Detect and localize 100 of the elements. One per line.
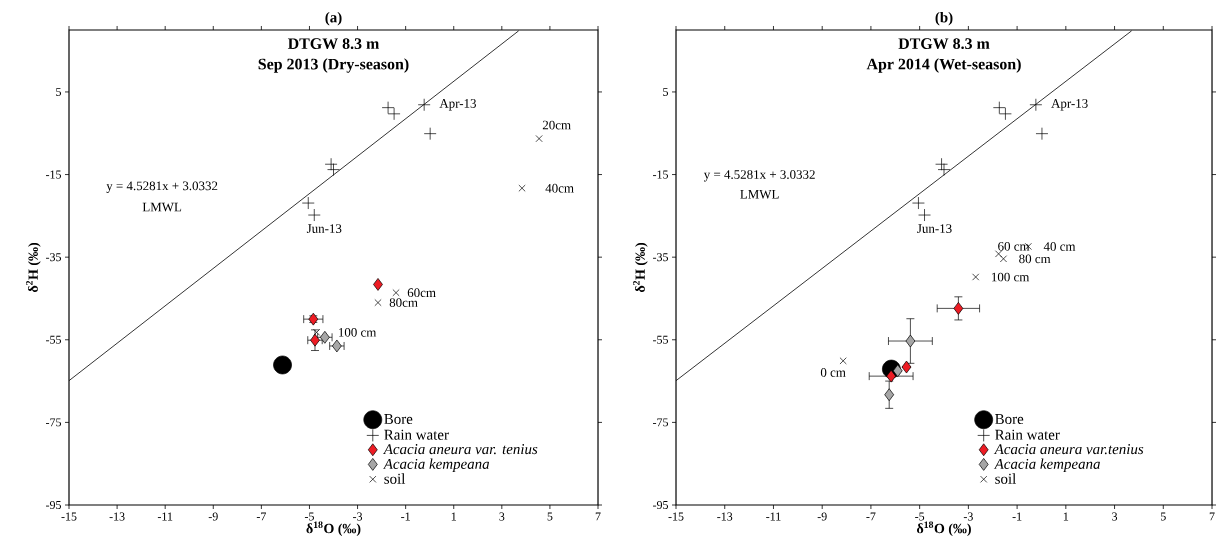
- legend-label: Acacia kempeana: [382, 458, 490, 473]
- annotation: 20cm: [542, 120, 571, 130]
- x-tick-label: 5: [1160, 512, 1166, 521]
- y-tick-label: -75: [652, 418, 669, 427]
- x-tick-label: 3: [499, 512, 505, 521]
- annotation: Jun-13: [917, 224, 952, 233]
- x-tick-label: -1: [1012, 512, 1022, 521]
- legend-label: soil: [384, 473, 406, 484]
- annotation: LMWL: [142, 202, 182, 212]
- x-tick-label: 1: [1063, 512, 1069, 521]
- legend-label: Rain water: [384, 429, 449, 440]
- y-tick-label: -95: [45, 500, 62, 510]
- point: [912, 196, 925, 210]
- x-tick-label: -3: [963, 512, 973, 521]
- annotation: Jun-13: [306, 224, 342, 233]
- annotation: y = 4.5281x + 3.0332: [106, 181, 218, 193]
- point: [937, 163, 951, 176]
- point: [839, 357, 847, 365]
- annotation: LMWL: [740, 190, 779, 199]
- x-tick-label: 3: [1112, 512, 1118, 521]
- point: [324, 157, 338, 171]
- point: [273, 355, 292, 375]
- point: [953, 302, 964, 315]
- chart-subtitle: DTGW 8.3 m: [287, 38, 380, 50]
- y-tick-label: -75: [45, 418, 62, 427]
- point: [901, 360, 912, 374]
- point: [918, 208, 931, 222]
- point: [999, 255, 1007, 263]
- annotation: 40cm: [545, 183, 574, 193]
- x-axis-title: δ$^{18}$O (‰): [916, 521, 971, 537]
- annotation: 80 cm: [1019, 254, 1051, 264]
- point: [307, 208, 321, 222]
- annotation: 80cm: [389, 298, 418, 307]
- x-tick-label: -13: [717, 512, 733, 521]
- x-tick-label: 7: [1209, 512, 1215, 521]
- x-tick-label: -5: [304, 512, 314, 521]
- legend-label: Rain water: [995, 429, 1060, 440]
- point: [392, 289, 400, 297]
- x-tick-label: -7: [256, 512, 266, 521]
- y-tick-label: -15: [45, 170, 62, 179]
- annotation: Apr-13: [1051, 99, 1088, 111]
- chart-subtitle: DTGW 8.3 m: [898, 38, 990, 50]
- legend-label: Bore: [384, 414, 413, 425]
- y-tick-label: -35: [45, 253, 62, 262]
- x-tick-label: 7: [595, 512, 601, 521]
- x-tick-label: -15: [668, 512, 684, 521]
- x-tick-label: -13: [109, 512, 125, 521]
- legend-label: Acacia kempeana: [993, 458, 1100, 473]
- x-tick-label: -15: [61, 512, 77, 521]
- x-tick-label: -9: [817, 512, 827, 521]
- x-axis-title: δ$^{18}$O (‰): [306, 521, 361, 537]
- annotation: Apr-13: [439, 99, 476, 111]
- annotation: 100 cm: [339, 327, 377, 337]
- point: [423, 127, 437, 141]
- point: [935, 157, 948, 171]
- y-tick-label: -15: [652, 170, 669, 179]
- legend-label: soil: [995, 473, 1016, 484]
- y-tick-label: -55: [652, 335, 669, 344]
- y-tick-label: 5: [56, 87, 62, 96]
- chart-title: (b): [935, 11, 953, 26]
- x-tick-label: -7: [866, 512, 876, 521]
- x-tick-label: -11: [766, 512, 781, 521]
- annotation: 100 cm: [992, 272, 1030, 282]
- annotation: 0 cm: [820, 368, 846, 377]
- annotation: y = 4.5281x + 3.0332: [703, 170, 815, 182]
- legend-label: Bore: [995, 414, 1024, 425]
- y-axis-title: δ$^{2}$H (‰): [26, 243, 41, 293]
- point: [535, 135, 543, 143]
- x-tick-label: 1: [451, 512, 457, 521]
- x-tick-label: 5: [547, 512, 553, 521]
- x-tick-label: -3: [353, 512, 363, 521]
- y-tick-label: -55: [45, 335, 62, 344]
- point: [1035, 127, 1049, 141]
- point: [905, 334, 916, 348]
- point: [886, 369, 896, 383]
- annotation: 60cm: [407, 288, 436, 298]
- legend-label: Acacia aneura var.tenius: [993, 444, 1144, 455]
- chart-title: (a): [325, 11, 342, 26]
- annotation: 60 cm: [998, 241, 1030, 251]
- y-tick-label: 5: [663, 87, 669, 96]
- x-tick-label: -5: [915, 512, 925, 521]
- legend-label: Acacia aneura var. tenius: [382, 444, 538, 455]
- point: [972, 273, 980, 281]
- point: [327, 163, 340, 176]
- point: [301, 196, 315, 210]
- point: [995, 250, 1003, 258]
- point: [518, 184, 526, 192]
- x-tick-label: -11: [157, 512, 173, 521]
- y-tick-label: -95: [652, 500, 669, 510]
- point: [1029, 98, 1043, 112]
- annotation: 40 cm: [1043, 242, 1076, 251]
- point: [884, 388, 895, 402]
- x-tick-label: -9: [208, 512, 218, 521]
- y-tick-label: -35: [652, 253, 669, 262]
- point: [417, 98, 431, 112]
- x-tick-label: -1: [401, 512, 410, 521]
- annotation: Sep 2013 (Dry-season): [258, 58, 409, 73]
- point: [373, 278, 383, 291]
- annotation: Apr 2014 (Wet-season): [866, 58, 1021, 73]
- y-axis-title: δ$^{2}$H (‰): [633, 243, 648, 293]
